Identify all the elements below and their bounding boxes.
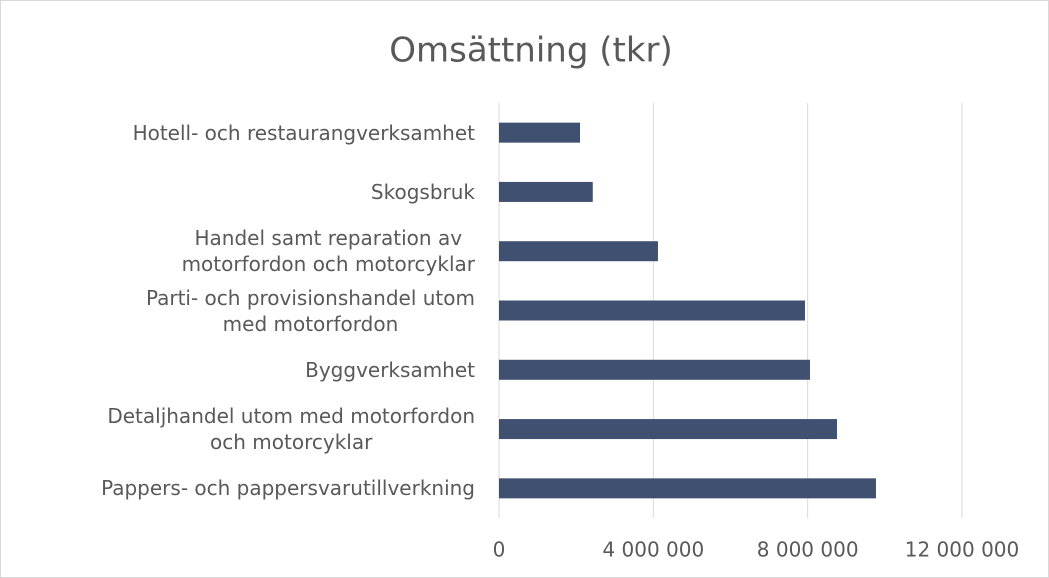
bar <box>499 300 805 321</box>
chart-title: Omsättning (tkr) <box>389 31 673 71</box>
y-tick-label: Parti- och provisionshandel utom med mot… <box>145 285 475 336</box>
x-tick-label: 12 000 000 <box>905 538 1020 562</box>
bar <box>499 359 810 380</box>
bar <box>499 122 581 143</box>
y-tick-label: Detaljhandel utom med motorfordon och mo… <box>107 404 475 455</box>
x-tick-label: 8 000 000 <box>757 538 859 562</box>
y-tick-label: Skogsbruk <box>370 179 475 204</box>
x-tick-label: 4 000 000 <box>602 538 704 562</box>
y-tick-label: Hotell- och restaurangverksamhet <box>132 120 475 145</box>
bar <box>499 181 593 202</box>
bar <box>499 419 837 440</box>
y-tick-label: Byggverksamhet <box>305 357 475 382</box>
y-tick-label: Pappers- och pappersvarutillverkning <box>101 476 475 501</box>
x-tick-label: 0 <box>493 538 506 562</box>
y-tick-label: Handel samt reparation av motorfordon oc… <box>181 226 475 277</box>
bar <box>499 478 876 499</box>
bar <box>499 241 658 262</box>
